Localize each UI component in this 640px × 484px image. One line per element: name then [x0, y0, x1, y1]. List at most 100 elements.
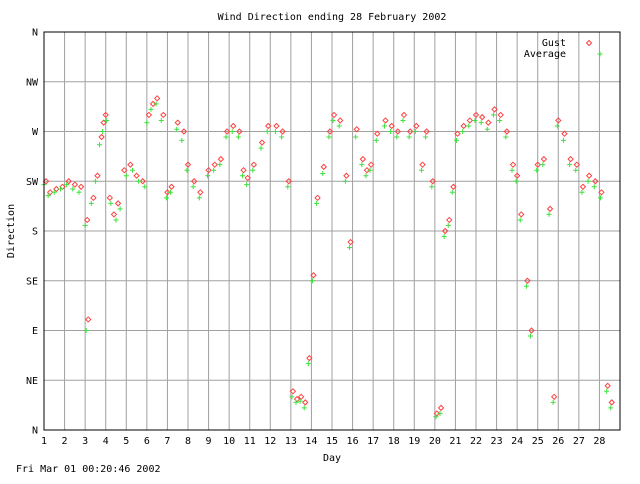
- gust-point: [106, 194, 114, 202]
- legend: Gust Average: [524, 38, 603, 60]
- average-point: [158, 117, 164, 123]
- gust-point: [302, 399, 309, 406]
- y-tick-label: S: [32, 227, 38, 238]
- average-point: [554, 123, 560, 129]
- gust-point: [326, 128, 334, 135]
- y-tick-label: E: [32, 326, 38, 337]
- average-point: [174, 126, 180, 132]
- x-tick-label: 2: [62, 436, 68, 447]
- x-tick-label: 15: [326, 436, 338, 447]
- average-point: [190, 184, 196, 190]
- average-point: [330, 117, 336, 123]
- average-point: [279, 134, 285, 140]
- average-point: [70, 186, 76, 192]
- gust-point: [164, 189, 171, 196]
- gust-point: [592, 178, 599, 185]
- average-point: [196, 195, 202, 201]
- gust-point: [149, 100, 157, 108]
- gust-point: [429, 178, 437, 185]
- average-point: [320, 171, 326, 177]
- gust-point: [374, 130, 381, 137]
- average-point: [437, 410, 443, 416]
- gust-point: [258, 139, 266, 146]
- x-tick-label: 23: [491, 436, 503, 447]
- gust-point: [160, 111, 167, 119]
- x-tick-label: 4: [103, 436, 109, 447]
- gust-point: [446, 216, 453, 224]
- average-point: [394, 134, 400, 140]
- average-point: [540, 162, 546, 168]
- gust-point: [289, 388, 297, 395]
- gust-point: [121, 166, 128, 174]
- x-tick-label: 17: [367, 436, 379, 447]
- gust-point: [197, 189, 204, 196]
- y-axis-label: Direction: [6, 204, 17, 258]
- average-point: [363, 173, 369, 179]
- average-point: [113, 217, 119, 223]
- gust-point: [174, 119, 181, 126]
- gust-point: [460, 122, 467, 130]
- gust-point: [310, 272, 317, 279]
- average-point: [82, 222, 88, 228]
- x-tick-label: 22: [470, 436, 482, 447]
- gust-point: [518, 211, 525, 218]
- average-point: [108, 200, 114, 206]
- gust-point: [604, 382, 611, 389]
- average-point: [211, 167, 217, 173]
- average-point: [142, 184, 148, 190]
- average-point: [264, 129, 270, 134]
- average-point: [57, 186, 63, 192]
- gust-point: [306, 354, 313, 362]
- gust-point: [433, 410, 441, 417]
- average-point: [608, 405, 614, 411]
- gust-point: [472, 111, 480, 119]
- gust-point: [65, 178, 72, 185]
- gust-point: [419, 161, 426, 168]
- average-point: [449, 189, 455, 195]
- x-tick-label: 14: [305, 436, 317, 447]
- gust-point: [353, 126, 360, 133]
- average-point: [129, 167, 135, 173]
- gust-point: [168, 183, 175, 190]
- average-point: [441, 234, 447, 240]
- gust-point: [540, 155, 548, 163]
- average-point: [546, 211, 552, 217]
- legend-gust-symbol: [585, 39, 593, 47]
- gust-point: [133, 172, 140, 179]
- average-point: [490, 112, 496, 118]
- x-tick-label: 13: [285, 436, 297, 447]
- average-point: [289, 394, 295, 400]
- average-point: [597, 195, 603, 201]
- x-tick-label: 3: [82, 436, 88, 447]
- average-point: [205, 173, 211, 179]
- x-tick-label: 16: [347, 436, 359, 447]
- gust-point: [454, 130, 461, 137]
- average-point: [309, 278, 315, 284]
- gust-point: [550, 393, 558, 401]
- average-point: [433, 414, 439, 420]
- average-point: [503, 134, 509, 140]
- gust-point: [236, 128, 243, 135]
- gust-point: [273, 122, 280, 130]
- average-point: [550, 399, 556, 405]
- average-point: [184, 167, 190, 173]
- gust-point: [190, 178, 198, 185]
- average-point: [285, 184, 291, 190]
- gust-point: [347, 238, 354, 246]
- average-point: [388, 129, 394, 134]
- x-tick-label: 9: [206, 436, 212, 447]
- gust-point: [314, 194, 321, 202]
- gust-point: [205, 166, 212, 174]
- gust-point: [90, 194, 97, 202]
- legend-gust-marker: [585, 39, 593, 47]
- average-point: [567, 162, 573, 168]
- generated-timestamp: Fri Mar 01 00:20:46 2002: [16, 464, 161, 475]
- gust-point: [102, 111, 109, 119]
- gust-point: [330, 111, 338, 119]
- average-point: [381, 123, 387, 129]
- gust-point: [450, 183, 457, 190]
- gust-point: [85, 316, 92, 323]
- gust-point: [437, 404, 445, 412]
- gust-point: [394, 128, 402, 135]
- average-point: [513, 178, 519, 184]
